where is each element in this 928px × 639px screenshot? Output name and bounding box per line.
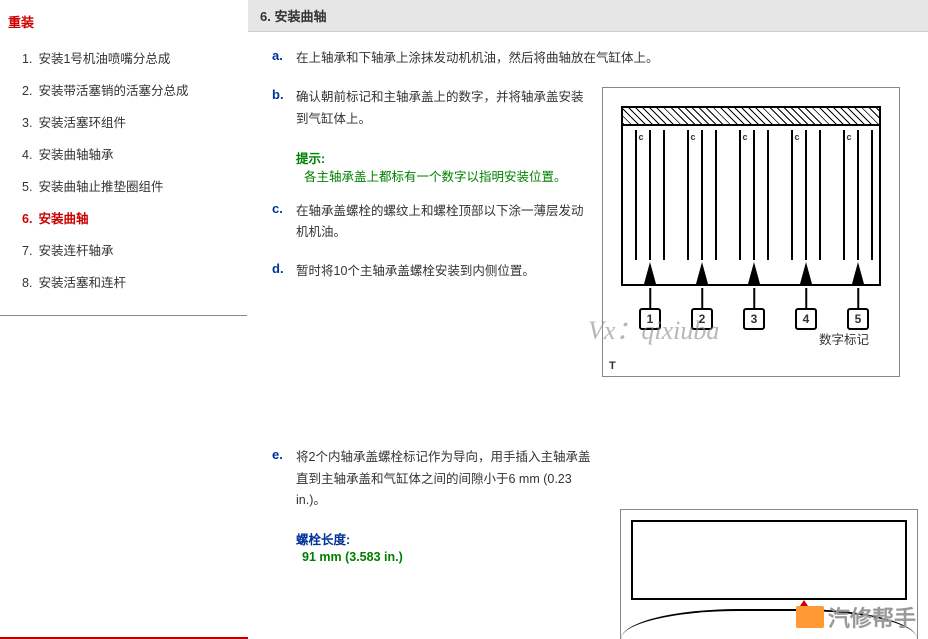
step-text: 在上轴承和下轴承上涂抹发动机机油，然后将曲轴放在气缸体上。 xyxy=(296,48,918,69)
section-header: 6. 安装曲轴 xyxy=(248,0,928,32)
leader-line xyxy=(701,288,703,308)
sidebar-item-label: 安装曲轴止推垫圈组件 xyxy=(38,180,163,194)
sidebar-item[interactable]: 2. 安装带活塞销的活塞分总成 xyxy=(0,75,247,107)
diagram-bearing-caps: cc1cc2cc3cc4cc5 数字标记 T xyxy=(602,87,900,377)
bolt-length-label: 螺栓长度: xyxy=(296,529,602,548)
engine-block-graphic: cc1cc2cc3cc4cc5 xyxy=(621,106,881,286)
sidebar-item-label: 安装曲轴 xyxy=(38,212,88,226)
step-label: d. xyxy=(272,261,296,276)
sidebar-item[interactable]: 8. 安装活塞和连杆 xyxy=(0,267,247,299)
brand-icon xyxy=(796,606,824,628)
sidebar-item-num: 2. xyxy=(22,84,32,98)
step-label: e. xyxy=(272,447,296,462)
number-box: 4 xyxy=(795,308,817,330)
sidebar-item[interactable]: 5. 安装曲轴止推垫圈组件 xyxy=(0,171,247,203)
sidebar-item-label: 安装连杆轴承 xyxy=(38,244,113,258)
sidebar-item-label: 安装活塞和连杆 xyxy=(38,276,126,290)
step-a: a. 在上轴承和下轴承上涂抹发动机机油，然后将曲轴放在气缸体上。 xyxy=(272,48,918,69)
sidebar-item[interactable]: 4. 安装曲轴轴承 xyxy=(0,139,247,171)
diagram-corner-mark: T xyxy=(609,360,616,372)
bearing-group: cc4 xyxy=(785,126,827,284)
sidebar-item-num: 1. xyxy=(22,52,32,66)
step-label: c. xyxy=(272,201,296,216)
c-mark: c xyxy=(654,132,664,142)
hint-text: 各主轴承盖上都标有一个数字以指明安装位置。 xyxy=(304,167,602,187)
sidebar-item-label: 安装曲轴轴承 xyxy=(38,148,113,162)
c-mark: c xyxy=(810,132,820,142)
number-box: 1 xyxy=(639,308,661,330)
sidebar-item-label: 安装活塞环组件 xyxy=(38,116,126,130)
c-mark: c xyxy=(758,132,768,142)
number-box: 5 xyxy=(847,308,869,330)
main-content: 6. 安装曲轴 a. 在上轴承和下轴承上涂抹发动机机油，然后将曲轴放在气缸体上。… xyxy=(248,0,928,639)
brand-text: 汽修帮手 xyxy=(828,601,916,633)
c-mark: c xyxy=(844,132,854,142)
sidebar-item-num: 5. xyxy=(22,180,32,194)
bearing-group: cc3 xyxy=(733,126,775,284)
c-mark: c xyxy=(636,132,646,142)
sidebar-item-label: 安装1号机油喷嘴分总成 xyxy=(38,52,170,66)
sidebar-item-label: 安装带活塞销的活塞分总成 xyxy=(38,84,188,98)
content-area: a. 在上轴承和下轴承上涂抹发动机机油，然后将曲轴放在气缸体上。 b. 确认朝前… xyxy=(248,32,928,639)
step-c: c. 在轴承盖螺栓的螺纹上和螺栓顶部以下涂一薄层发动机机油。 xyxy=(272,201,602,244)
c-mark: c xyxy=(740,132,750,142)
sidebar: 重装 1. 安装1号机油喷嘴分总成 2. 安装带活塞销的活塞分总成 3. 安装活塞环组件 4… xyxy=(0,0,248,639)
bearing-group: cc2 xyxy=(681,126,723,284)
brand-watermark: 汽修帮手 xyxy=(796,601,916,633)
sidebar-item[interactable]: 1. 安装1号机油喷嘴分总成 xyxy=(0,43,247,75)
arrow-up-icon xyxy=(800,262,812,284)
arrow-up-icon xyxy=(696,262,708,284)
step-b: b. 确认朝前标记和主轴承盖上的数字，并将轴承盖安装到气缸体上。 xyxy=(272,87,602,130)
sidebar-item-num: 6. xyxy=(22,212,32,226)
sidebar-list: 1. 安装1号机油喷嘴分总成 2. 安装带活塞销的活塞分总成 3. 安装活塞环组件 4. 安装… xyxy=(0,35,247,307)
sidebar-item[interactable]: 6. 安装曲轴 xyxy=(0,203,247,235)
sidebar-title: 重装 xyxy=(0,8,247,35)
section-title: 安装曲轴 xyxy=(274,9,326,24)
leader-line xyxy=(649,288,651,308)
step-text: 在轴承盖螺栓的螺纹上和螺栓顶部以下涂一薄层发动机机油。 xyxy=(296,201,602,244)
c-mark: c xyxy=(792,132,802,142)
sidebar-item-num: 8. xyxy=(22,276,32,290)
sidebar-item-num: 3. xyxy=(22,116,32,130)
hint-label: 提示: xyxy=(296,148,602,167)
sidebar-item-num: 7. xyxy=(22,244,32,258)
c-mark: c xyxy=(688,132,698,142)
sidebar-item-num: 4. xyxy=(22,148,32,162)
step-label: a. xyxy=(272,48,296,63)
sidebar-item[interactable]: 3. 安装活塞环组件 xyxy=(0,107,247,139)
d2-block xyxy=(631,520,907,600)
arrow-up-icon xyxy=(644,262,656,284)
bolt-length-value: 91 mm (3.583 in.) xyxy=(302,550,602,564)
step-text: 确认朝前标记和主轴承盖上的数字，并将轴承盖安装到气缸体上。 xyxy=(296,87,602,130)
step-text: 将2个内轴承盖螺栓标记作为导向，用手插入主轴承盖直到主轴承盖和气缸体之间的间隙小… xyxy=(296,447,602,511)
step-d: d. 暂时将10个主轴承盖螺栓安装到内侧位置。 xyxy=(272,261,602,282)
step-label: b. xyxy=(272,87,296,102)
sidebar-divider xyxy=(0,315,247,316)
sidebar-item[interactable]: 7. 安装连杆轴承 xyxy=(0,235,247,267)
arrow-up-icon xyxy=(748,262,760,284)
step-text: 暂时将10个主轴承盖螺栓安装到内侧位置。 xyxy=(296,261,602,282)
c-mark: c xyxy=(862,132,872,142)
hatch-pattern xyxy=(623,108,879,126)
leader-line xyxy=(857,288,859,308)
leader-line xyxy=(805,288,807,308)
number-box: 3 xyxy=(743,308,765,330)
diagram-caption: 数字标记 xyxy=(819,329,869,348)
bearing-group: cc1 xyxy=(629,126,671,284)
step-e: e. 将2个内轴承盖螺栓标记作为导向，用手插入主轴承盖直到主轴承盖和气缸体之间的… xyxy=(272,447,602,511)
arrow-up-icon xyxy=(852,262,864,284)
c-mark: c xyxy=(706,132,716,142)
bearing-group: cc5 xyxy=(837,126,879,284)
number-box: 2 xyxy=(691,308,713,330)
leader-line xyxy=(753,288,755,308)
section-number: 6. xyxy=(260,9,271,24)
